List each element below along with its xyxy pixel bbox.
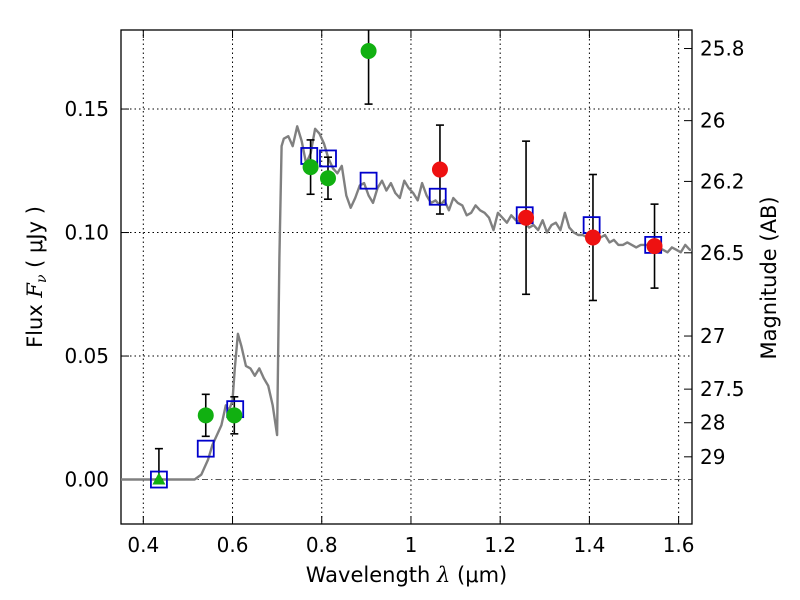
mag-tick-label: 26	[700, 109, 725, 133]
observed-green-point	[226, 407, 243, 424]
observed-green-point	[197, 407, 214, 424]
model-flux-square	[359, 171, 378, 190]
mag-tick-label: 27.5	[700, 377, 745, 401]
axes	[120, 29, 693, 525]
observed-red-point	[431, 161, 448, 178]
observed-red-point	[518, 209, 535, 226]
model-flux-square	[428, 187, 447, 206]
x-tick-label: 1.4	[573, 533, 605, 557]
mag-tick-label: 26.2	[700, 169, 745, 193]
y-tick-label: 0.05	[64, 344, 109, 368]
x-tick-label: 0.8	[306, 533, 338, 557]
model-flux-square	[196, 439, 215, 458]
observed-green-point	[302, 159, 319, 176]
model-spectrum-layer	[121, 125, 692, 481]
x-axis-label: Wavelength λ (μm)	[306, 563, 507, 587]
y-tick-label: 0.00	[64, 468, 109, 492]
plot-frame	[120, 29, 693, 525]
green-errorbar	[364, 30, 373, 105]
mag-tick-label: 27	[700, 324, 725, 348]
x-axis-label-symbol: λ	[436, 563, 457, 587]
y2-axis-label: Magnitude (AB)	[757, 196, 781, 359]
x-tick-label: 1.2	[484, 533, 516, 557]
observed-green-triangle	[152, 472, 166, 485]
y-axis-label-subscript: ν	[34, 274, 50, 283]
observed-red-point	[584, 229, 601, 246]
mag-tick-label: 28	[700, 411, 725, 435]
grid-lines	[121, 30, 692, 524]
y-axis-label-symbol: F	[23, 282, 47, 299]
mag-tick-label: 26.5	[700, 241, 745, 265]
x-tick-label: 0.6	[217, 533, 249, 557]
mag-tick-label: 25.8	[700, 37, 745, 61]
observed-green-point	[360, 42, 377, 59]
y-tick-label: 0.15	[64, 97, 109, 121]
data-markers-layer	[150, 30, 663, 489]
x-axis-label-unit: (μm)	[457, 563, 507, 587]
x-axis-label-text: Wavelength	[306, 563, 437, 587]
labels-layer: 0.4 0.6 0.8 1 1.2 1.4 1.6 0.00 0.05 0.10 0.15 25.8 2…	[23, 37, 781, 587]
x-tick-label: 1	[405, 533, 418, 557]
y-axis-label: Flux Fν ( μJy )	[23, 206, 50, 348]
x-tick-label: 0.4	[127, 533, 159, 557]
y-axis-label-text: Flux	[23, 298, 47, 348]
observed-green-point	[319, 170, 336, 187]
y-tick-label: 0.10	[64, 221, 109, 245]
observed-red-point	[646, 238, 663, 255]
model-flux-square	[150, 470, 168, 489]
model-spectrum-line	[121, 125, 692, 481]
model-flux-square	[319, 149, 337, 168]
x-tick-label: 1.6	[663, 533, 695, 557]
y-axis-label-unit: ( μJy )	[23, 206, 47, 274]
mag-tick-label: 29	[700, 445, 725, 469]
